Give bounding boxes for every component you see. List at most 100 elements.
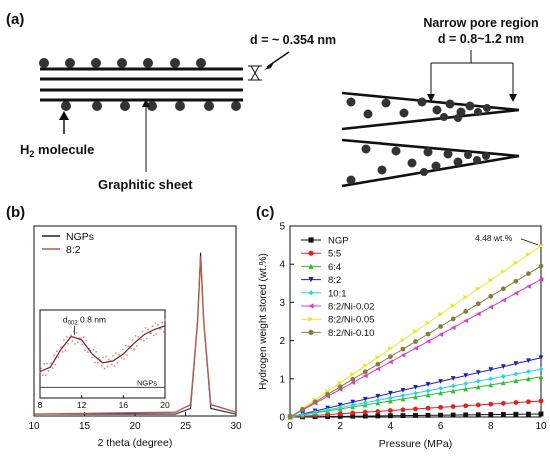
xrd-x-tick-label: 15 [79, 421, 91, 432]
xrd-inset-datapoint [84, 349, 86, 352]
h2-marker [375, 400, 381, 406]
h2-marker [400, 387, 406, 393]
h2-marker [500, 374, 506, 379]
h2-marker [526, 283, 531, 289]
h2-marker [325, 391, 331, 397]
xrd-inset-tick-label: 12 [77, 400, 87, 410]
h2-marker [388, 354, 393, 360]
h2-marker [425, 388, 431, 394]
h2-annotation-arrow [520, 238, 539, 246]
sheet-arrow [142, 99, 150, 172]
h2-marker [438, 385, 443, 391]
xrd-inset-annotation: d002 0.8 nm [63, 314, 106, 326]
h2-molecule-label: H2 molecule [20, 142, 94, 159]
h2-marker [488, 382, 494, 388]
h2-marker [526, 271, 531, 277]
h2-marker [500, 297, 506, 303]
h2-marker [350, 410, 356, 416]
h2-marker [538, 366, 544, 372]
xrd-inset-datapoint [141, 330, 144, 333]
pore-walls [341, 91, 520, 188]
pore-molecules-lower [346, 144, 490, 185]
xrd-inset-datapoint [56, 350, 58, 353]
h2-marker [450, 412, 456, 418]
h2-marker [350, 399, 356, 405]
h2-annotation: 4.48 wt.% [475, 233, 513, 243]
h2-marker [475, 402, 481, 408]
h2-x-axis-label: Pressure (MPa) [379, 438, 453, 450]
h2-marker [450, 316, 456, 322]
xrd-inset-datapoint [145, 337, 148, 340]
spacing-marker [248, 65, 262, 81]
h2-marker [350, 376, 356, 382]
h2-y-tick-label: 2 [279, 336, 285, 347]
graphitic-sheet-label: Graphitic sheet [98, 177, 193, 192]
h2-marker [538, 411, 544, 417]
xrd-inset-datapoint [152, 334, 155, 337]
xrd-inset-datapoint [106, 365, 109, 368]
h2-legend-label: 8:2/Ni-0.10 [328, 328, 374, 339]
h2-x-tick-label: 8 [488, 421, 494, 432]
pore-region-title: Narrow pore region [423, 16, 538, 30]
h2-marker [337, 380, 343, 386]
h2-marker [325, 412, 331, 417]
h2-marker [475, 301, 481, 307]
xrd-inset-tick-label: 20 [160, 400, 170, 410]
h2-marker [438, 324, 443, 329]
h2-marker [362, 369, 368, 375]
h2-marker [375, 413, 381, 419]
panel-a-label: (a) [6, 11, 24, 28]
h2-marker [375, 366, 381, 372]
h2-marker [388, 359, 393, 365]
h2-molecules-top [39, 58, 206, 68]
pore-bracket [430, 50, 514, 95]
h2-marker [388, 398, 393, 404]
xrd-inset-datapoint [41, 374, 44, 377]
xrd-inset-datapoint [57, 356, 60, 358]
xrd-inset-datapoint [137, 335, 140, 338]
xrd-inset-datapoint [63, 339, 65, 341]
h2-marker [400, 337, 406, 343]
h2-y-tick-label: 1 [279, 374, 285, 385]
h2-marker [362, 373, 368, 379]
h2-x-tick-label: 6 [438, 421, 444, 432]
h2-marker [388, 390, 393, 396]
xrd-inset-datapoint [150, 332, 152, 335]
h2-marker [308, 290, 314, 296]
h2-y-tick-label: 4 [279, 260, 285, 271]
xrd-inset-datapoint [75, 331, 78, 334]
panel-b-label: (b) [6, 204, 25, 221]
h2-marker [450, 303, 456, 309]
graphite-stack [40, 67, 243, 102]
xrd-inset-datapoint [105, 355, 107, 358]
h2-marker [513, 361, 519, 367]
xrd-inset-datapoint [143, 339, 145, 342]
pore-molecules-upper [346, 97, 491, 122]
xrd-inset-datapoint [96, 361, 99, 364]
h2-marker [425, 320, 431, 326]
xrd-x-tick-label: 20 [129, 421, 141, 432]
h2-marker [513, 371, 519, 377]
h2-x-tick-label: 0 [287, 421, 293, 432]
xrd-inset-datapoint [60, 346, 62, 349]
xrd-inset-datapoint [155, 333, 158, 335]
h2-marker [538, 355, 544, 361]
h2-marker [300, 412, 305, 418]
h2-marker [400, 413, 406, 419]
h2-marker [413, 329, 418, 334]
h2-marker [337, 411, 343, 417]
xrd-inset-datapoint [110, 363, 113, 366]
h2-marker [375, 361, 381, 367]
h2-marker [475, 311, 481, 317]
h2-marker [538, 374, 544, 380]
h2-marker [438, 412, 443, 418]
xrd-inset-datapoint [93, 361, 96, 364]
h2-arrow [59, 111, 69, 134]
h2-marker [475, 370, 481, 375]
xrd-inset-datapoint [130, 347, 133, 350]
xrd-inset-datapoint [86, 351, 89, 353]
xrd-inset-datapoint [102, 356, 105, 359]
panel-c-label: (c) [256, 204, 274, 221]
xrd-inset-datapoint [120, 357, 123, 359]
